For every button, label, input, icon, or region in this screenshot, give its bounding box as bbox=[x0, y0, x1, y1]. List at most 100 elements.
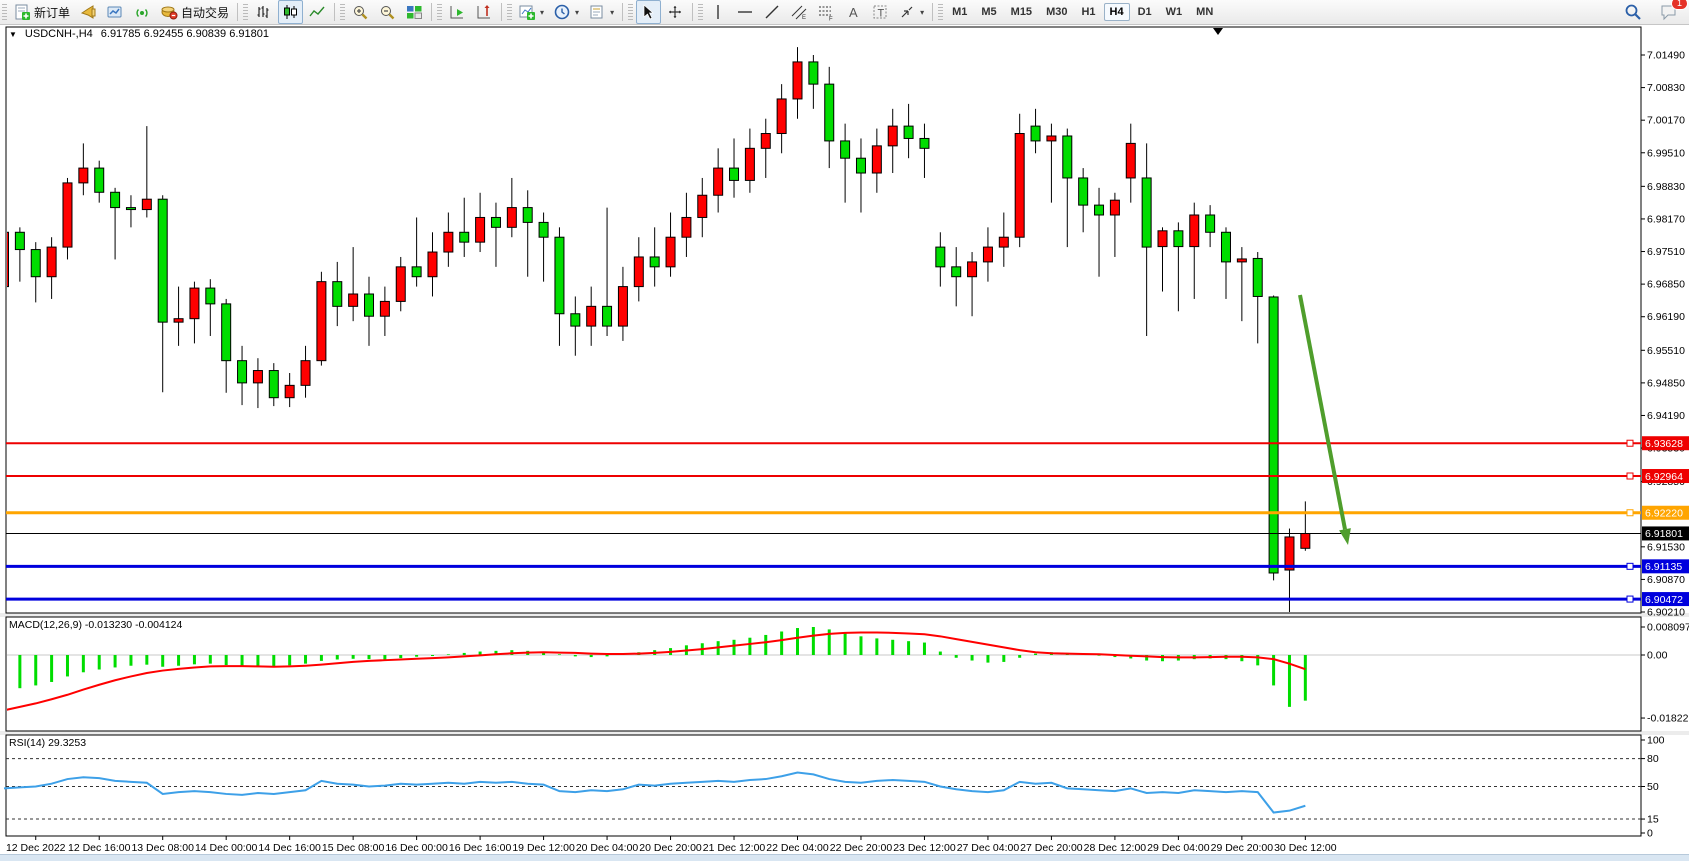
bear-candle bbox=[538, 221, 549, 238]
arrows-button[interactable]: ▾ bbox=[895, 0, 928, 24]
toolbar-separator bbox=[334, 3, 336, 21]
bid-price-line[interactable]: 6.91801 bbox=[6, 526, 1689, 541]
bear-candle bbox=[490, 216, 501, 228]
chevron-down-icon[interactable]: ▾ bbox=[540, 7, 545, 17]
zoom-out-icon bbox=[379, 4, 396, 21]
time-tick-label: 27 Dec 20:00 bbox=[1020, 842, 1083, 854]
new-order-button[interactable]: 新订单 bbox=[10, 0, 74, 24]
fibo-icon: F bbox=[818, 4, 835, 21]
chevron-down-icon[interactable]: ▾ bbox=[610, 7, 615, 17]
search-button[interactable] bbox=[1620, 0, 1646, 24]
time-tick-label: 27 Dec 04:00 bbox=[957, 842, 1020, 854]
chevron-down-icon[interactable]: ▾ bbox=[920, 7, 925, 17]
auto-scroll-button[interactable] bbox=[445, 0, 470, 24]
price-tag-label: 6.91801 bbox=[1645, 528, 1683, 540]
bear-candle bbox=[157, 198, 168, 323]
templates-button[interactable]: ▾ bbox=[585, 0, 618, 24]
timeframe-m30-button[interactable]: M30 bbox=[1046, 6, 1068, 18]
group-drag-handle[interactable] bbox=[507, 4, 513, 20]
bear-candle bbox=[110, 191, 121, 209]
trendline-button[interactable] bbox=[760, 0, 785, 24]
zoom-out-button[interactable] bbox=[375, 0, 400, 24]
bear-candle bbox=[332, 281, 343, 307]
crosshair-button[interactable] bbox=[663, 0, 688, 24]
support-line-2[interactable]: 6.90472 bbox=[6, 592, 1689, 607]
line-chart-button[interactable] bbox=[305, 0, 330, 24]
toolbar-group-zoom bbox=[338, 0, 428, 24]
bear-candle bbox=[919, 137, 930, 149]
chartshift-icon bbox=[476, 4, 493, 21]
pivot-line[interactable]: 6.92220 bbox=[6, 505, 1689, 520]
time-tick-label: 20 Dec 04:00 bbox=[576, 842, 639, 854]
bear-candle bbox=[840, 140, 851, 159]
line-handle[interactable] bbox=[1626, 472, 1634, 480]
vertical-line-button[interactable] bbox=[706, 0, 731, 24]
support-line-1[interactable]: 6.91135 bbox=[6, 559, 1689, 574]
chart-collapse-icon[interactable]: ▼ bbox=[9, 29, 17, 39]
bear-candle bbox=[459, 231, 470, 243]
channel-icon: E bbox=[791, 4, 808, 21]
resistance-line-1[interactable]: 6.93628 bbox=[6, 436, 1689, 451]
price-tick-label: 6.94850 bbox=[1647, 377, 1685, 389]
channel-button[interactable]: E bbox=[787, 0, 812, 24]
line-handle[interactable] bbox=[1626, 509, 1634, 517]
chart-canvas[interactable]: 7.01490 7.00830 7.00170 6.99510 6.98830 6.981… bbox=[0, 25, 1689, 854]
signals-button[interactable] bbox=[130, 0, 155, 24]
toolbar-separator bbox=[431, 3, 433, 21]
timeframe-h1-button[interactable]: H1 bbox=[1081, 6, 1096, 18]
pane-splitter[interactable] bbox=[0, 613, 1689, 617]
group-drag-handle[interactable] bbox=[628, 4, 634, 20]
periods-button[interactable]: ▾ bbox=[550, 0, 583, 24]
group-drag-handle[interactable] bbox=[2, 4, 7, 20]
label-button[interactable]: T bbox=[868, 0, 893, 24]
timeframe-m1-button[interactable]: M1 bbox=[952, 6, 968, 18]
chat-button[interactable]: 1 bbox=[1656, 0, 1688, 24]
indicators-button[interactable]: ▾ bbox=[515, 0, 548, 24]
rsi-indicator bbox=[3, 758, 1641, 820]
line-handle[interactable] bbox=[1626, 562, 1634, 570]
bar-chart-button[interactable] bbox=[251, 0, 276, 24]
price-tag bbox=[1642, 592, 1689, 607]
timeframe-d1-button[interactable]: D1 bbox=[1137, 6, 1152, 18]
bull-candle bbox=[633, 256, 644, 288]
timeframe-mn-button[interactable]: MN bbox=[1196, 6, 1214, 18]
price-tick-label: 6.95510 bbox=[1647, 345, 1685, 357]
price-tick-label: 6.98170 bbox=[1647, 213, 1685, 225]
bull-candle bbox=[46, 246, 57, 278]
horizontal-line-button[interactable] bbox=[733, 0, 758, 24]
line-handle[interactable] bbox=[1626, 595, 1634, 603]
alerts-button[interactable] bbox=[76, 0, 101, 24]
chart-shift-button[interactable] bbox=[472, 0, 497, 24]
group-drag-handle[interactable] bbox=[340, 4, 346, 20]
timeframe-m5-button[interactable]: M5 bbox=[981, 6, 997, 18]
bear-candle bbox=[1220, 231, 1231, 263]
zoom-in-button[interactable] bbox=[348, 0, 373, 24]
time-axis[interactable]: 12 Dec 2022 12 Dec 16:00 13 Dec 08:00 14 De… bbox=[6, 836, 1337, 854]
sell-arrow[interactable] bbox=[1298, 294, 1351, 545]
line-handle[interactable] bbox=[1626, 439, 1634, 447]
bull-candle bbox=[443, 231, 454, 253]
tile-windows-button[interactable] bbox=[402, 0, 427, 24]
fibonacci-button[interactable]: F bbox=[814, 0, 839, 24]
bull-candle bbox=[7, 231, 9, 288]
pane-splitter[interactable] bbox=[0, 731, 1689, 735]
resistance-line-2[interactable]: 6.92964 bbox=[6, 469, 1689, 484]
chevron-down-icon[interactable]: ▾ bbox=[575, 7, 580, 17]
candlestick-button[interactable] bbox=[278, 0, 304, 24]
group-drag-handle[interactable] bbox=[938, 4, 944, 20]
group-drag-handle[interactable] bbox=[243, 4, 249, 20]
cursor-button[interactable] bbox=[636, 0, 662, 24]
chart-shift-marker[interactable] bbox=[1213, 28, 1223, 35]
autotrade-button[interactable]: 自动交易 bbox=[157, 0, 233, 24]
text-button[interactable]: A bbox=[841, 0, 866, 24]
time-tick-label: 16 Dec 00:00 bbox=[385, 842, 448, 854]
group-drag-handle[interactable] bbox=[437, 4, 443, 20]
timeframe-w1-button[interactable]: W1 bbox=[1165, 6, 1183, 18]
bull-candle bbox=[252, 370, 263, 384]
timeframe-h4-button[interactable]: H4 bbox=[1103, 3, 1130, 21]
timeframe-m15-button[interactable]: M15 bbox=[1010, 6, 1033, 18]
bull-candle bbox=[1189, 214, 1200, 248]
group-drag-handle[interactable] bbox=[698, 4, 704, 20]
bull-candle bbox=[681, 216, 692, 238]
market-watch-button[interactable] bbox=[103, 0, 128, 24]
